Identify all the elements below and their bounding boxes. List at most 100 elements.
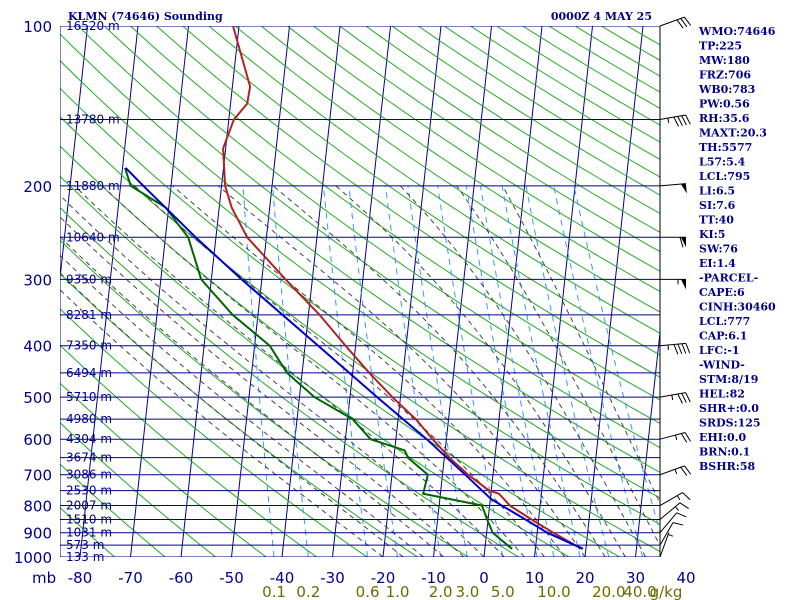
height-label: 5710 m (66, 390, 112, 404)
barb-staff (659, 532, 670, 558)
index-value: RH:35.6 (699, 112, 750, 125)
index-value: KI:5 (699, 228, 725, 241)
dry-adiabat-line (60, 308, 368, 557)
barb-flag (685, 392, 691, 403)
barb-half-flag (667, 118, 670, 124)
pressure-tick-label: 100 (23, 18, 52, 36)
barb-flag (676, 512, 687, 518)
barb-pennant (681, 237, 686, 248)
isotherm-line (60, 26, 89, 283)
mixing-ratio-tick-label: 10.0 (537, 583, 570, 600)
index-value: SW:76 (699, 243, 738, 256)
temperature-tick-label: 20 (575, 569, 594, 587)
valid-time: 0000Z 4 MAY 25 (551, 10, 652, 23)
temperature-tick-label: 0 (479, 569, 489, 587)
index-value: SRDS:125 (699, 417, 761, 430)
barb-half-flag (671, 394, 674, 401)
mixing-ratio-tick-label: 1.0 (386, 583, 410, 600)
index-value: WMO:74646 (698, 25, 776, 38)
barb-flag (679, 502, 689, 509)
height-label: 4304 m (66, 432, 112, 446)
index-value: HEL:82 (699, 388, 745, 401)
barb-flag (673, 344, 679, 355)
wind-barb (660, 236, 686, 248)
dry-adiabat-line (522, 26, 660, 109)
mixing-ratio-line (348, 185, 398, 557)
pressure-tick-label: 200 (23, 178, 52, 196)
barb-flag (676, 19, 684, 29)
temperature-tick-label: -60 (169, 569, 194, 587)
mixing-ratio-line (407, 185, 468, 557)
mixing-ratio-tick-label: 0.1 (262, 583, 286, 600)
height-label: 7350 m (66, 339, 112, 353)
pressure-tick-label: 900 (23, 525, 52, 543)
height-label: 6494 m (66, 366, 112, 380)
moist-adiabat-line (134, 185, 545, 557)
pressure-tick-label: 400 (23, 338, 52, 356)
height-label: 9350 m (66, 272, 112, 286)
temperature-tick-label: -50 (219, 569, 244, 587)
index-value: -WIND- (699, 359, 745, 372)
wind-barb (659, 492, 691, 506)
wind-barb (659, 512, 687, 534)
barb-staff (659, 114, 686, 120)
barb-staff (659, 431, 686, 440)
index-value: LFC:-1 (699, 344, 740, 357)
mixing-ratio-line (272, 185, 309, 557)
height-label: 4980 m (66, 412, 112, 426)
wind-barb (659, 532, 674, 558)
barb-half-flag (674, 506, 679, 511)
index-value: TH:5577 (699, 141, 752, 154)
isotherm-line (584, 26, 644, 557)
wind-barb (659, 522, 684, 546)
barb-flag (682, 492, 691, 501)
isotherm-line (382, 26, 442, 557)
barb-pennant (681, 279, 686, 290)
mixing-ratio-line (465, 185, 538, 557)
barb-flag (681, 115, 687, 126)
barb-staff (659, 465, 685, 476)
height-label: 2007 m (66, 499, 112, 513)
temperature-tick-label: 30 (626, 569, 645, 587)
wind-barb (659, 16, 692, 29)
dry-adiabat-line (496, 26, 660, 126)
barb-staff (659, 342, 686, 347)
barb-flag (681, 393, 687, 403)
height-label: 133 m (66, 550, 104, 564)
barb-pennant (680, 183, 687, 194)
wind-barb (659, 502, 689, 520)
wind-barbs (659, 16, 692, 558)
barb-flag (679, 237, 684, 248)
isotherm-line (483, 26, 543, 557)
plot-frame (60, 26, 660, 557)
mixing-ratio-line (437, 185, 504, 557)
isotherm-line (534, 26, 594, 557)
mixing-ratio-line (322, 185, 369, 557)
barb-staff (659, 16, 685, 27)
height-label: 13780 m (66, 113, 120, 127)
wind-barb (659, 431, 692, 443)
index-value: LCL:795 (699, 170, 750, 183)
index-value: LI:6.5 (699, 185, 735, 198)
barb-flag (680, 466, 688, 476)
dewpoint-trace (124, 167, 513, 550)
barb-flag (677, 393, 683, 404)
temperature-trace (222, 26, 584, 550)
barb-flag (680, 433, 688, 443)
mixing-ratio-tick-label: 5.0 (491, 583, 515, 600)
mixing-ratio-tick-label: 2.0 (429, 583, 453, 600)
barb-flag (685, 114, 691, 125)
index-value: EHI:0.0 (699, 431, 746, 444)
barb-flag (677, 116, 683, 126)
mixing-ratio-tick-label: 40.0 (623, 583, 656, 600)
height-label: 1510 m (66, 513, 112, 527)
isotherm-line (180, 26, 240, 557)
wind-barb (659, 342, 691, 355)
moist-adiabat-line (456, 185, 660, 547)
barb-flag (684, 465, 692, 475)
index-value: SI:7.6 (699, 199, 736, 212)
mixing-ratio-tick-label: 0.6 (356, 583, 380, 600)
mixing-ratio-line (242, 185, 275, 557)
